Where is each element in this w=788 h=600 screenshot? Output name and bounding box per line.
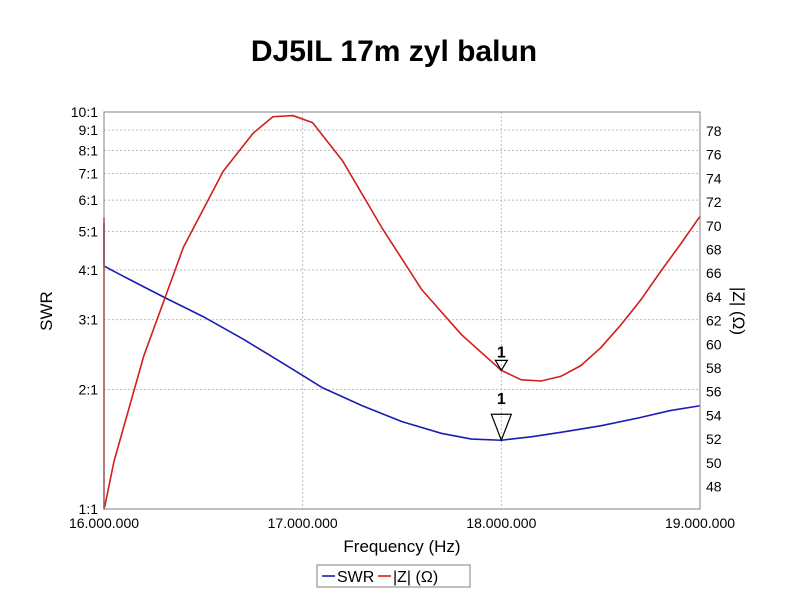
x-tick-label: 19.000.000 bbox=[665, 515, 735, 531]
x-tick-label: 17.000.000 bbox=[268, 515, 338, 531]
x-tick-label: 18.000.000 bbox=[466, 515, 536, 531]
plot-frame bbox=[103, 111, 701, 510]
tick-labels: 16.000.000 17.000.000 18.000.000 19.000.000… bbox=[69, 104, 735, 531]
y-right-tick-label: 48 bbox=[706, 478, 722, 494]
y-right-tick-label: 54 bbox=[706, 407, 722, 423]
y-left-tick-label: 8:1 bbox=[79, 142, 99, 158]
impedance-series-line bbox=[103, 114, 701, 510]
y-left-tick-label: 2:1 bbox=[79, 381, 99, 397]
y-left-tick-label: 4:1 bbox=[79, 262, 99, 278]
y-right-tick-label: 56 bbox=[706, 384, 722, 400]
grid bbox=[104, 112, 700, 509]
y-left-tick-label: 6:1 bbox=[79, 192, 99, 208]
impedance-marker-label: 1 bbox=[497, 344, 506, 361]
y-left-tick-label: 5:1 bbox=[79, 224, 99, 240]
x-tick-label: 16.000.000 bbox=[69, 515, 139, 531]
y-right-tick-label: 58 bbox=[706, 360, 722, 376]
y-left-tick-label: 9:1 bbox=[79, 122, 99, 138]
y-right-tick-label: 70 bbox=[706, 218, 722, 234]
series-layer bbox=[103, 114, 701, 510]
swr-marker-triangle bbox=[490, 413, 513, 442]
y-right-tick-label: 50 bbox=[706, 455, 722, 471]
marker-layer: 11 bbox=[490, 344, 513, 442]
swr-series-line bbox=[103, 223, 701, 442]
y-right-tick-label: 72 bbox=[706, 194, 722, 210]
legend-label-swr: SWR bbox=[337, 569, 374, 586]
y-axis-left-label: SWR bbox=[37, 291, 56, 331]
y-axis-right-label: |Z| (Ω) bbox=[729, 287, 748, 335]
y-right-tick-label: 60 bbox=[706, 336, 722, 352]
y-right-tick-label: 78 bbox=[706, 123, 722, 139]
y-left-tick-label: 1:1 bbox=[79, 501, 99, 517]
y-right-tick-label: 68 bbox=[706, 241, 722, 257]
y-left-tick-label: 7:1 bbox=[79, 165, 99, 181]
y-right-tick-label: 66 bbox=[706, 265, 722, 281]
y-left-tick-label: 10:1 bbox=[71, 104, 98, 120]
legend-label-impedance: |Z| (Ω) bbox=[393, 569, 438, 586]
impedance-marker-triangle bbox=[494, 359, 509, 372]
legend: SWR |Z| (Ω) bbox=[316, 564, 471, 588]
swr-marker-label: 1 bbox=[497, 391, 506, 408]
legend-box bbox=[316, 564, 471, 588]
x-axis-label: Frequency (Hz) bbox=[343, 537, 460, 556]
y-right-tick-label: 64 bbox=[706, 289, 722, 305]
y-right-tick-label: 74 bbox=[706, 170, 722, 186]
y-right-tick-label: 62 bbox=[706, 313, 722, 329]
y-right-tick-label: 52 bbox=[706, 431, 722, 447]
y-right-tick-label: 76 bbox=[706, 147, 722, 163]
chart-title: DJ5IL 17m zyl balun bbox=[251, 35, 537, 68]
y-left-tick-label: 3:1 bbox=[79, 312, 99, 328]
